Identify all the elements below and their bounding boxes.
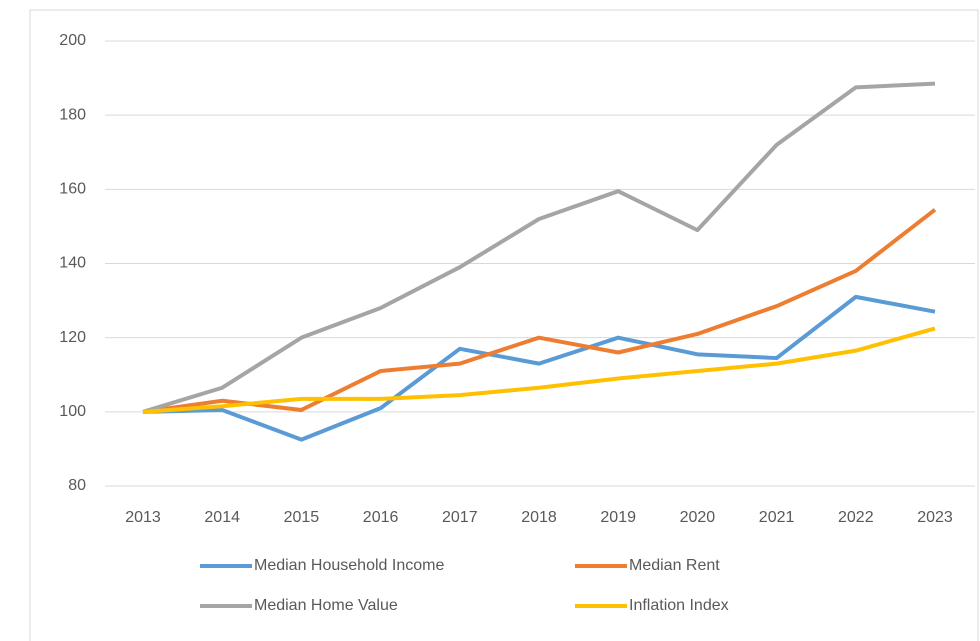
chart-frame	[29, 9, 979, 641]
x-tick-label: 2022	[838, 509, 874, 526]
x-tick-label: 2018	[521, 509, 557, 526]
x-tick-label: 2017	[442, 509, 478, 526]
y-tick-label: 180	[59, 106, 86, 123]
x-tick-label: 2014	[204, 509, 240, 526]
x-tick-label: 2019	[600, 509, 636, 526]
x-tick-label: 2016	[363, 509, 399, 526]
y-tick-label: 120	[59, 329, 86, 346]
legend-label: Median Household Income	[254, 557, 444, 574]
y-tick-label: 100	[59, 403, 86, 420]
y-tick-label: 140	[59, 255, 86, 272]
x-tick-label: 2023	[917, 509, 953, 526]
series-line	[142, 294, 936, 442]
series-line	[142, 81, 936, 414]
x-tick-label: 2020	[680, 509, 716, 526]
x-tick-label: 2021	[759, 509, 795, 526]
legend-label: Inflation Index	[629, 597, 729, 614]
legend-label: Median Rent	[629, 557, 720, 574]
x-tick-label: 2013	[125, 509, 161, 526]
y-tick-label: 80	[68, 477, 86, 494]
legend-label: Median Home Value	[254, 597, 398, 614]
series-line	[142, 208, 937, 414]
x-tick-label: 2015	[284, 509, 320, 526]
series-line	[142, 326, 936, 414]
y-tick-label: 160	[59, 181, 86, 198]
y-tick-label: 200	[59, 32, 86, 49]
